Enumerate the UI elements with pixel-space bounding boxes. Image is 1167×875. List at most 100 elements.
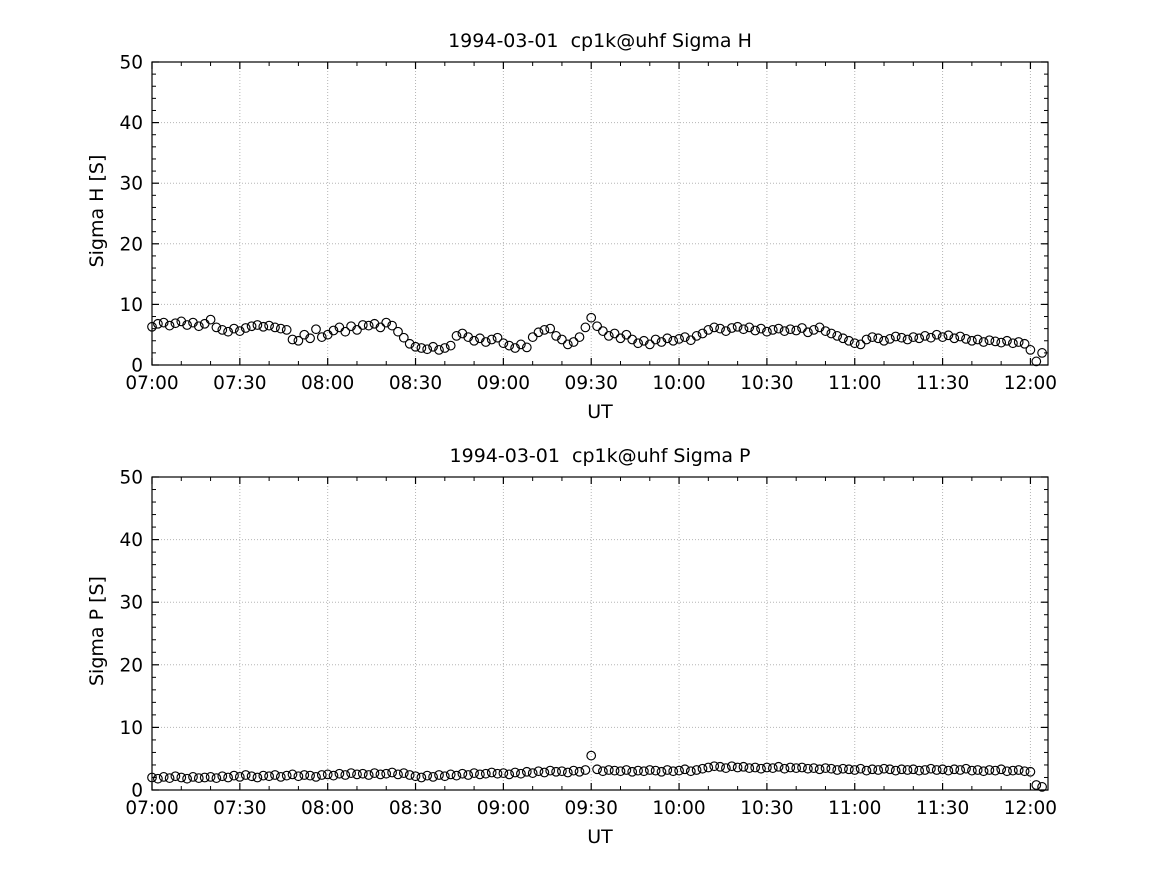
data-point: [357, 768, 368, 779]
data-point: [287, 334, 298, 345]
data-point: [598, 326, 608, 336]
x-tick-label: 07:00: [125, 798, 178, 819]
data-point: [849, 338, 860, 349]
data-point: [492, 332, 503, 343]
data-point: [492, 768, 503, 779]
data-point: [709, 322, 720, 333]
data-point: [223, 326, 233, 337]
data-point: [158, 317, 169, 328]
data-point: [1008, 338, 1018, 349]
data-point: [867, 764, 878, 775]
x-tick-label: 11:00: [828, 373, 881, 394]
data-point: [808, 325, 819, 335]
data-point: [996, 337, 1007, 348]
data-point: [885, 764, 895, 775]
data-point: [967, 765, 977, 776]
data-point: [1037, 348, 1047, 358]
data-point: [334, 768, 345, 779]
data-point: [867, 332, 878, 342]
data-point: [615, 766, 626, 777]
axes-box: [151, 476, 1049, 791]
data-point: [340, 770, 351, 780]
data-point: [363, 320, 374, 331]
data-point: [885, 334, 895, 344]
data-point: [914, 333, 925, 344]
data-point: [703, 762, 714, 773]
data-point: [410, 341, 421, 352]
data-point: [340, 326, 351, 337]
data-point: [439, 343, 450, 353]
data-point: [756, 323, 766, 334]
data-point: [246, 771, 257, 782]
data-point: [890, 331, 901, 342]
data-point: [258, 321, 269, 332]
x-tick-label: 09:30: [565, 373, 618, 394]
data-point: [457, 768, 468, 779]
data-point: [451, 770, 462, 781]
data-point: [305, 333, 315, 344]
data-point: [428, 341, 438, 352]
data-point: [574, 332, 585, 342]
data-point: [943, 330, 954, 341]
data-point: [410, 771, 421, 782]
x-tick-label: 12:00: [1004, 373, 1057, 394]
data-point: [902, 765, 913, 775]
data-point: [498, 768, 509, 778]
data-point: [1019, 338, 1030, 349]
y-tick-label: 40: [119, 530, 143, 551]
axes-box: [151, 61, 1049, 366]
data-point: [680, 332, 690, 342]
data-point: [352, 325, 362, 335]
data-point: [984, 335, 995, 346]
data-point: [1031, 780, 1042, 790]
data-point: [967, 335, 977, 346]
data-point: [1031, 356, 1042, 367]
data-point: [229, 323, 239, 334]
data-point: [785, 324, 796, 335]
data-point: [539, 767, 550, 778]
data-point: [937, 332, 948, 342]
data-point: [844, 335, 854, 346]
data-point: [650, 765, 661, 776]
data-point: [434, 345, 444, 355]
data-point: [803, 763, 813, 774]
data-point: [527, 332, 538, 342]
y-tick-label: 10: [119, 718, 143, 739]
data-point: [480, 337, 491, 347]
data-point: [750, 762, 761, 773]
data-point: [234, 326, 245, 336]
data-point: [504, 340, 515, 351]
data-point: [773, 761, 784, 772]
data-point: [662, 765, 673, 775]
data-point: [381, 768, 392, 779]
data-point: [393, 326, 403, 337]
data-point: [264, 771, 274, 782]
x-tick-label: 10:30: [740, 798, 793, 819]
x-tick-label: 12:00: [1004, 798, 1057, 819]
x-tick-label: 11:30: [916, 798, 969, 819]
data-point: [797, 762, 807, 773]
data-point: [521, 342, 532, 353]
y-tick-label: 10: [119, 295, 143, 316]
series-markers: [147, 312, 1047, 367]
data-point: [387, 767, 397, 778]
data-point: [726, 761, 737, 772]
x-tick-label: 10:00: [652, 373, 705, 394]
data-point: [299, 770, 310, 780]
data-point: [685, 766, 696, 777]
data-point: [574, 766, 585, 777]
data-point: [879, 335, 889, 346]
data-point: [188, 772, 198, 782]
x-tick-label: 07:30: [213, 798, 266, 819]
data-point: [562, 339, 573, 350]
data-point: [533, 766, 544, 777]
data-point: [147, 772, 157, 783]
data-point: [896, 332, 907, 343]
data-point: [738, 761, 749, 772]
data-point: [211, 322, 222, 333]
data-point: [990, 336, 1001, 347]
data-point: [984, 765, 995, 775]
data-point: [551, 766, 561, 777]
data-point: [709, 761, 720, 772]
data-point: [832, 331, 843, 341]
